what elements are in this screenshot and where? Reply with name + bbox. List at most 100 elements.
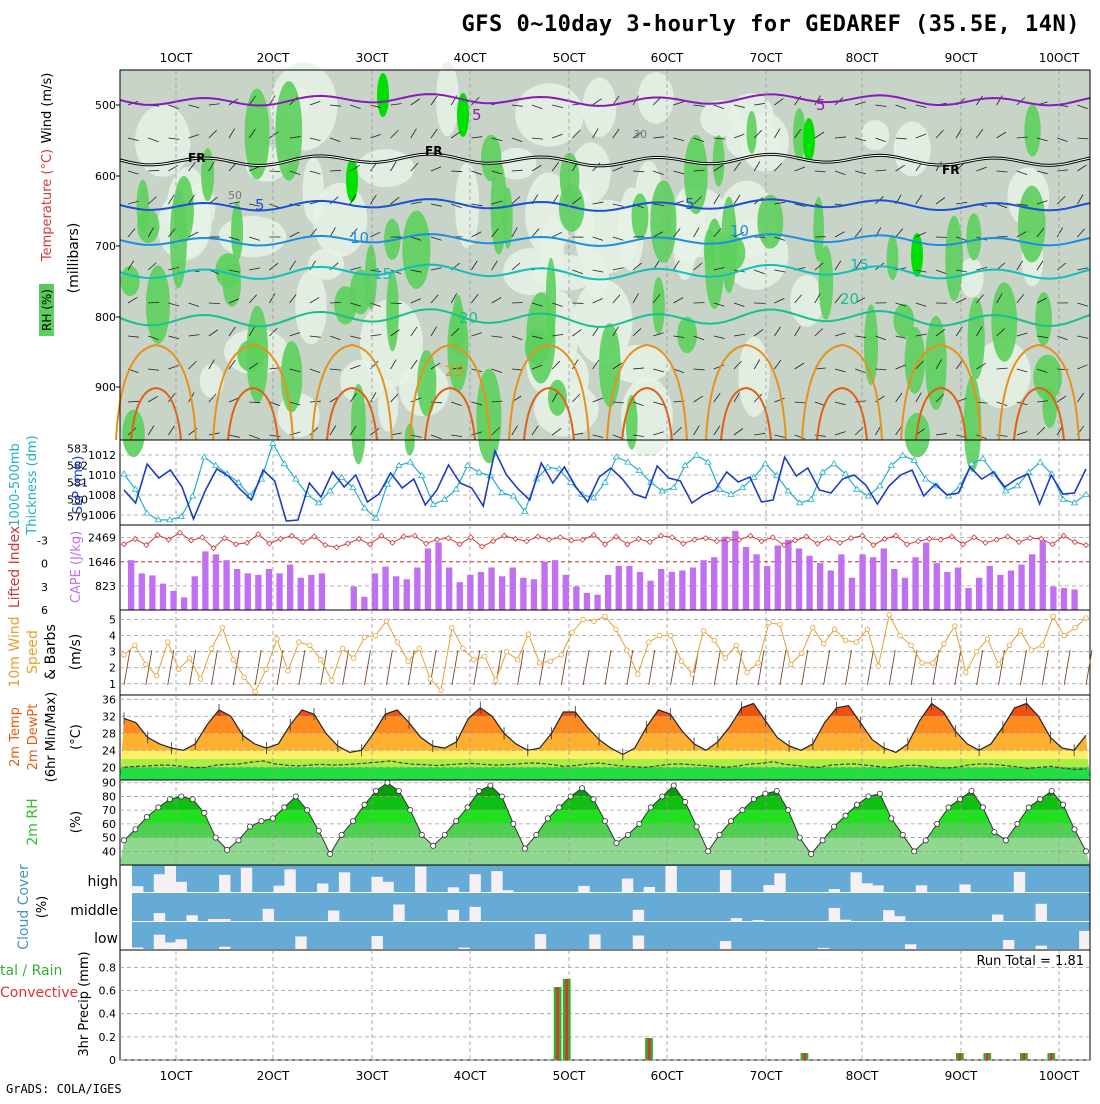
rh-point [328, 851, 333, 856]
wind-speed-point [865, 627, 870, 632]
cape-bar [573, 587, 579, 610]
li-point [401, 534, 406, 539]
li-point [681, 541, 686, 546]
cape-bar [488, 568, 494, 611]
rh-point [465, 805, 470, 810]
rh-point [431, 843, 436, 848]
wind-speed-point [395, 640, 400, 645]
rh-point [385, 780, 390, 785]
wind-label: Wind (m/s) [40, 73, 55, 144]
cloud-gap [916, 885, 927, 892]
cape-bar [669, 572, 675, 610]
contour-label: 15 [373, 265, 392, 283]
wind-speed-point [843, 638, 848, 643]
wind-speed-point [504, 649, 509, 654]
cloud-gap [372, 936, 383, 949]
cloud-gap [818, 948, 829, 949]
temp-tick-label: 24 [102, 744, 116, 757]
rh-point [144, 814, 149, 819]
rh-point [179, 794, 184, 799]
li-tick-label: 6 [41, 604, 48, 617]
cape-bar [255, 575, 261, 610]
wind10m-label: 10m Wind [7, 616, 23, 687]
contour-label: 5 [472, 106, 482, 124]
cloud-gap [1036, 904, 1047, 921]
thickness-point [270, 440, 276, 445]
precip-tick-label: 0 [109, 1054, 116, 1067]
rh-point [877, 791, 882, 796]
cape-bar [700, 560, 706, 610]
contour-label: 5 [685, 195, 695, 213]
rh-point [270, 816, 275, 821]
wind10m-label: Speed [25, 630, 41, 674]
rh-moist-patch [747, 111, 757, 154]
temp-tick-label: 20 [102, 761, 116, 774]
thickness-label: Thickness (dm) [25, 435, 40, 535]
cape-bar [435, 543, 441, 610]
wind-speed-point [417, 646, 422, 651]
precip-convective-bar [565, 979, 568, 1060]
li-point [334, 545, 339, 550]
thickness-point [705, 459, 711, 464]
cape-bar [1040, 541, 1046, 610]
rh-point [671, 783, 676, 788]
li-point [133, 536, 138, 541]
cape-bar [690, 568, 696, 611]
li-point [1072, 540, 1077, 545]
rh-point [442, 832, 447, 837]
cloud-gap [132, 948, 143, 949]
cape-bar [382, 567, 388, 610]
thickness-point [1060, 497, 1066, 502]
rh-saturated-patch [803, 118, 815, 162]
cape-bar [584, 593, 590, 610]
rh-point [1060, 802, 1065, 807]
wind-speed-point [1073, 625, 1078, 630]
li-tick-label: 3 [41, 581, 48, 594]
li-point [1005, 534, 1010, 539]
rh-point [717, 832, 722, 837]
wind-speed-point [723, 656, 728, 661]
cloud-gap [469, 907, 480, 921]
wind-speed-point [756, 661, 761, 666]
rh-tick-label: 50 [102, 832, 116, 845]
rh-dry-patch [200, 364, 224, 398]
cape-bar [859, 554, 865, 610]
cloud-gap [165, 942, 176, 949]
cape-bar [531, 579, 537, 610]
wind-speed-point [701, 629, 706, 634]
wind-speed-point [242, 675, 247, 680]
cape-bar [944, 572, 950, 610]
cape-bar [1050, 587, 1056, 610]
contour-label: 10 [350, 229, 369, 247]
wind-speed-point [198, 677, 203, 682]
li-point [122, 542, 127, 547]
wind-speed-point [799, 651, 804, 656]
rh-point [121, 838, 126, 843]
precip-convective-bar [803, 1053, 806, 1060]
wind-tick-label: 3 [109, 646, 116, 659]
cape-bar [732, 531, 738, 610]
li-point [793, 538, 798, 543]
rh-moist-patch [945, 216, 963, 301]
cloud-gap [665, 866, 676, 892]
rh-point [247, 824, 252, 829]
contour-label: 30 [633, 128, 647, 141]
rh-moist-patch [991, 282, 1017, 362]
cloud-gap [176, 939, 187, 949]
rh-point [236, 838, 241, 843]
wind10m-label: & Barbs [43, 624, 59, 680]
cape-bar [658, 569, 664, 610]
rh-moist-patch [121, 266, 140, 296]
wind-speed-point [668, 633, 673, 638]
pressure-tick-label: 800 [95, 311, 116, 324]
cloud-gap [502, 890, 513, 892]
cloud-gap [448, 887, 459, 892]
cape-bar [849, 578, 855, 610]
rh-point [396, 788, 401, 793]
rh-tick-label: 80 [102, 790, 116, 803]
cape-bar [181, 597, 187, 610]
top-date-label: 3OCT [356, 51, 389, 65]
cape-bar [520, 578, 526, 610]
rh-dry-patch [295, 270, 327, 344]
rh-point [1038, 797, 1043, 802]
